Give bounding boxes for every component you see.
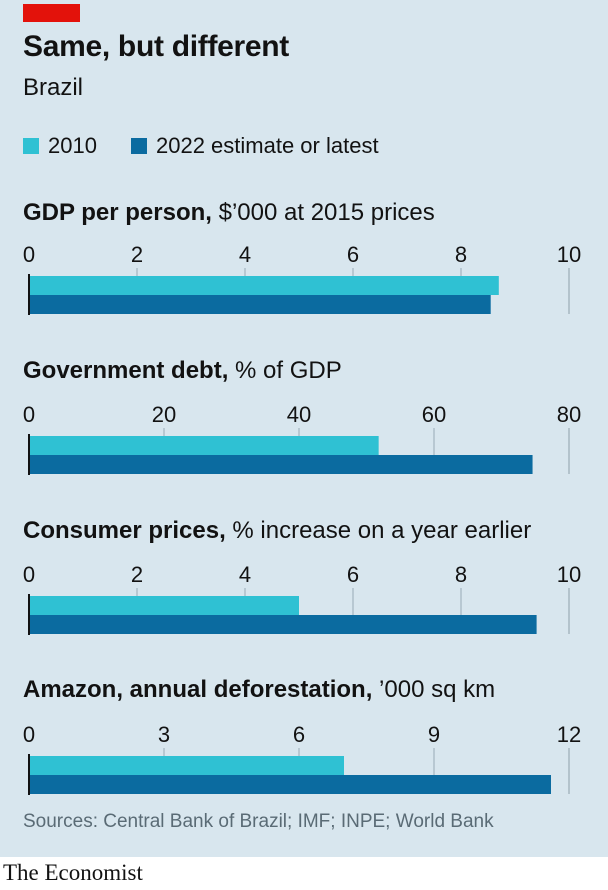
tick-label-gdp-0: 0 [23, 242, 35, 267]
tick-label-amazon-4: 12 [557, 722, 581, 747]
tick-label-debt-1: 20 [152, 402, 176, 427]
panel-title-gdp: GDP per person, $’000 at 2015 prices [23, 199, 435, 229]
bar-amazon-2022 [29, 775, 551, 794]
tick-label-debt-0: 0 [23, 402, 35, 427]
panel-title-debt: Government debt, % of GDP [23, 357, 342, 387]
tick-label-cpi-2: 4 [239, 562, 251, 587]
legend-swatch-2010 [23, 138, 39, 154]
panel-title-debt-bold: Government debt, [23, 357, 229, 384]
bar-amazon-2010 [29, 756, 344, 775]
chart-subtitle: Brazil [23, 74, 84, 101]
chart-title: Same, but different [23, 30, 289, 63]
legend-label-2022: 2022 estimate or latest [156, 133, 379, 158]
legend-swatch-2022 [131, 138, 147, 154]
legend-item-2010: 2010 [23, 132, 97, 160]
bar-cpi-2010 [29, 596, 299, 615]
tick-label-cpi-1: 2 [131, 562, 143, 587]
tick-label-gdp-4: 8 [455, 242, 467, 267]
panel-title-gdp-bold: GDP per person, [23, 199, 212, 226]
tick-label-amazon-0: 0 [23, 722, 35, 747]
tick-label-amazon-3: 9 [428, 722, 440, 747]
brand-red-tag [23, 4, 80, 22]
tick-label-cpi-4: 8 [455, 562, 467, 587]
legend-label-2010: 2010 [48, 133, 97, 158]
tick-label-amazon-2: 6 [293, 722, 305, 747]
tick-label-debt-4: 80 [557, 402, 581, 427]
tick-label-cpi-0: 0 [23, 562, 35, 587]
panel-title-cpi-unit: % increase on a year earlier [225, 517, 532, 544]
chart-card [0, 0, 608, 857]
tick-label-gdp-2: 4 [239, 242, 251, 267]
tick-label-debt-2: 40 [287, 402, 311, 427]
panel-title-amazon-bold: Amazon, annual deforestation, [23, 676, 373, 703]
panel-title-amazon-unit: ’000 sq km [372, 676, 496, 703]
bar-gdp-2010 [29, 276, 499, 295]
source-note: Sources: Central Bank of Brazil; IMF; IN… [23, 811, 494, 832]
tick-label-gdp-1: 2 [131, 242, 143, 267]
tick-label-amazon-1: 3 [158, 722, 170, 747]
tick-label-debt-3: 60 [422, 402, 446, 427]
panel-title-gdp-unit: $’000 at 2015 prices [211, 199, 435, 226]
panel-title-cpi-bold: Consumer prices, [23, 517, 226, 544]
tick-label-gdp-5: 10 [557, 242, 581, 267]
bar-charts-svg: 0 2 4 6 8 10 0 20 40 60 80 0 2 4 6 8 10 0 3 6 9 12 [23, 242, 581, 795]
bar-debt-2010 [29, 436, 379, 455]
tick-label-gdp-3: 6 [347, 242, 359, 267]
tick-label-cpi-5: 10 [557, 562, 581, 587]
bar-debt-2022 [29, 455, 533, 474]
panel-title-debt-unit: % of GDP [228, 357, 342, 384]
tick-label-cpi-3: 6 [347, 562, 359, 587]
economist-logo: The Economist [3, 860, 143, 885]
bar-gdp-2022 [29, 295, 491, 314]
bar-cpi-2022 [29, 615, 537, 634]
legend-item-2022: 2022 estimate or latest [131, 132, 379, 160]
panel-title-amazon: Amazon, annual deforestation, ’000 sq km [23, 676, 495, 706]
panel-title-cpi: Consumer prices, % increase on a year ea… [23, 517, 531, 547]
